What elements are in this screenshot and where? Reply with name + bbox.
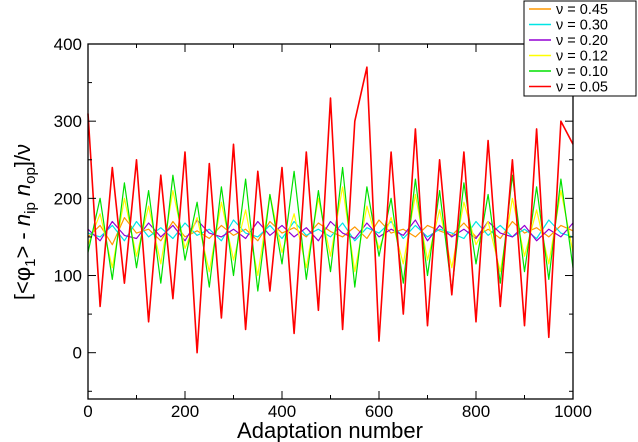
legend-label-4: ν = 0.10 [556,64,608,80]
x-tick-label: 200 [171,402,199,421]
legend-label-0: ν = 0.45 [556,2,608,18]
y-tick-label: 200 [54,189,82,208]
y-tick-label: 400 [54,35,82,54]
y-title-part-2: > - [10,226,35,258]
y-title-part-6: n [10,184,35,196]
y-title-sub-4: ip [22,202,39,214]
y-tick-label: 300 [54,112,82,131]
legend-box [523,0,637,97]
series-line-5 [87,66,574,354]
legend-label-5: ν = 0.05 [556,80,608,96]
y-title-part-3: n [10,214,35,226]
y-title-sub-7: op [22,167,39,184]
y-title-sub-1: 1 [22,259,39,267]
series-line-4 [87,166,574,292]
legend-label-3: ν = 0.12 [556,49,608,65]
legend-label-2: ν = 0.20 [556,33,608,49]
legend: ν = 0.45ν = 0.30ν = 0.20ν = 0.12ν = 0.10… [523,0,637,97]
ticks-layer: 0 200 400 600 800 1000 0 100 200 300 400 [54,35,592,421]
series-layer [87,66,574,354]
y-axis-title: [<φ1> - nip nop]/ν [10,144,39,300]
y-title-part-8: ]/ν [10,144,35,167]
legend-label-1: ν = 0.30 [556,18,608,34]
y-title-part-0: [<φ [10,267,35,300]
x-tick-label: 400 [268,402,296,421]
y-tick-label: 0 [73,344,82,363]
x-tick-label: 0 [83,402,92,421]
x-tick-label: 600 [365,402,393,421]
x-axis-title: Adaptation number [237,418,423,442]
x-tick-label: 800 [462,402,490,421]
y-tick-label: 100 [54,267,82,286]
series-line-1 [87,219,574,242]
x-tick-label: 1000 [554,402,592,421]
